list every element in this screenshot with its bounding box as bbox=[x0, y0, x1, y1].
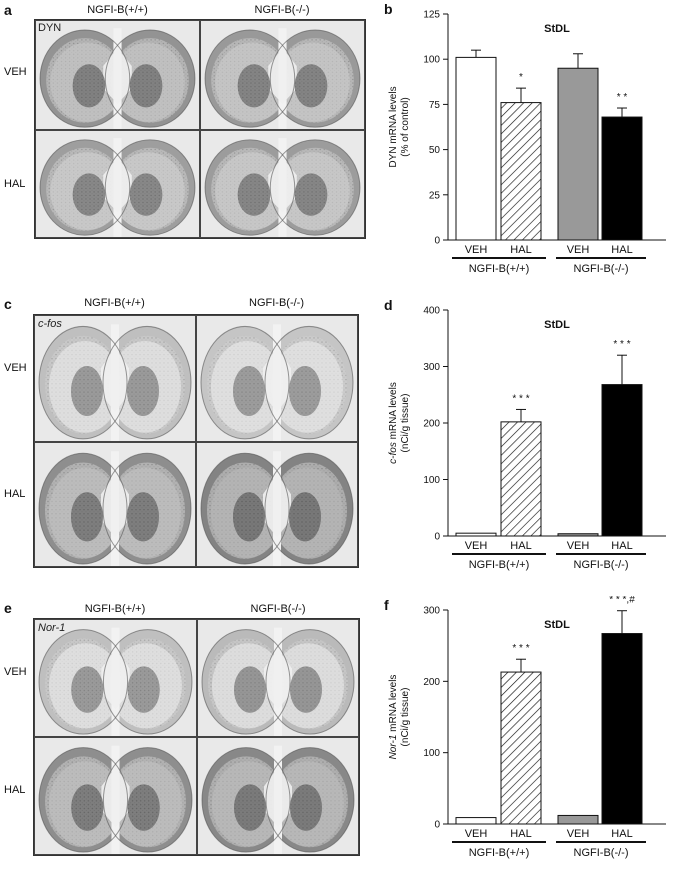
brain-section-image bbox=[34, 442, 196, 567]
y-tick-label: 300 bbox=[423, 606, 440, 617]
group-label: NGFI-B(-/-) bbox=[574, 847, 629, 859]
x-category-label: VEH bbox=[465, 828, 488, 840]
bar-chart-nor1: f StDL 0 100 200 300 Nor-1 mRNA levels (nCi/g t… bbox=[384, 596, 666, 859]
row-label-veh: VEH bbox=[4, 66, 27, 78]
x-category-label: HAL bbox=[611, 540, 632, 552]
row-label-hal: HAL bbox=[4, 488, 26, 500]
brain-section-image bbox=[196, 315, 358, 442]
col-header-knockout: NGFI-B(-/-) bbox=[249, 297, 304, 309]
row-label-veh: VEH bbox=[4, 362, 27, 374]
y-tick-label: 300 bbox=[423, 362, 440, 373]
bar bbox=[500, 421, 542, 537]
panel-label-e: e bbox=[4, 600, 12, 616]
significance-marker: * * * bbox=[512, 643, 529, 654]
y-axis-label: (nCi/g tissue) bbox=[400, 394, 411, 453]
x-category-label: HAL bbox=[611, 244, 632, 256]
bar-chart-cfos: d StDL 0 100 200 300 400 c-fos mRNA levels (nCi/… bbox=[384, 297, 666, 571]
panel-label-b: b bbox=[384, 1, 393, 17]
bar bbox=[455, 56, 497, 241]
x-category-label: VEH bbox=[567, 244, 590, 256]
x-category-label: VEH bbox=[567, 828, 590, 840]
brain-section-image bbox=[35, 130, 200, 238]
bar bbox=[455, 817, 497, 825]
brain-section-image bbox=[34, 737, 197, 855]
chart-title: StDL bbox=[544, 23, 570, 35]
brain-section-image bbox=[35, 20, 200, 130]
x-category-label: VEH bbox=[465, 540, 488, 552]
brain-section-grid-c bbox=[33, 314, 359, 568]
col-header-wildtype: NGFI-B(+/+) bbox=[84, 603, 146, 615]
panel-label-c: c bbox=[4, 296, 12, 312]
panel-label-d: d bbox=[384, 297, 393, 313]
panel-label-f: f bbox=[384, 597, 389, 613]
y-axis-label: c-fos mRNA levels bbox=[388, 382, 399, 464]
bar bbox=[557, 67, 599, 241]
group-label: NGFI-B(-/-) bbox=[574, 559, 629, 571]
y-tick-label: 50 bbox=[429, 145, 441, 156]
y-tick-label: 75 bbox=[429, 100, 441, 111]
bar bbox=[601, 633, 643, 825]
brain-section-image bbox=[200, 130, 365, 238]
y-tick-label: 0 bbox=[434, 236, 440, 247]
chart-title: StDL bbox=[544, 319, 570, 331]
brain-section-image bbox=[34, 315, 196, 442]
y-axis-label: DYN mRNA levels bbox=[388, 86, 399, 167]
y-tick-label: 200 bbox=[423, 419, 440, 430]
significance-marker: * bbox=[519, 72, 523, 83]
x-category-label: HAL bbox=[510, 540, 531, 552]
col-header-wildtype: NGFI-B(+/+) bbox=[87, 4, 148, 16]
significance-marker: * * bbox=[617, 92, 628, 103]
significance-marker: * * * bbox=[512, 393, 529, 404]
x-category-label: HAL bbox=[611, 828, 632, 840]
col-header-wildtype: NGFI-B(+/+) bbox=[84, 297, 145, 309]
y-tick-label: 0 bbox=[434, 820, 440, 831]
brain-section-image bbox=[197, 737, 359, 855]
col-header-knockout: NGFI-B(-/-) bbox=[250, 603, 306, 615]
x-category-label: VEH bbox=[465, 244, 488, 256]
row-label-hal: HAL bbox=[4, 178, 26, 190]
significance-marker: * * *,# bbox=[609, 596, 635, 606]
group-label: NGFI-B(-/-) bbox=[574, 263, 629, 275]
bar bbox=[601, 116, 643, 241]
row-label-hal: HAL bbox=[4, 784, 26, 796]
brain-section-image bbox=[196, 442, 358, 567]
marker-label-cfos: c-fos bbox=[38, 318, 62, 330]
y-axis-label: (% of control) bbox=[400, 97, 411, 156]
group-label: NGFI-B(+/+) bbox=[469, 847, 530, 859]
significance-marker: * * * bbox=[613, 339, 630, 350]
row-label-veh: VEH bbox=[4, 666, 27, 678]
marker-label-dyn: DYN bbox=[38, 22, 62, 34]
y-tick-label: 100 bbox=[423, 55, 440, 66]
y-tick-label: 0 bbox=[434, 532, 440, 543]
bar bbox=[500, 102, 542, 241]
y-tick-label: 400 bbox=[423, 306, 440, 317]
marker-label-nor1: Nor-1 bbox=[38, 622, 66, 634]
x-category-label: HAL bbox=[510, 828, 531, 840]
chart-title: StDL bbox=[544, 619, 570, 631]
bar bbox=[601, 384, 643, 537]
y-axis-label: Nor-1 mRNA levels bbox=[388, 675, 399, 760]
y-tick-label: 200 bbox=[423, 677, 440, 688]
brain-section-image bbox=[200, 20, 365, 130]
group-label: NGFI-B(+/+) bbox=[469, 559, 530, 571]
group-label: NGFI-B(+/+) bbox=[469, 263, 530, 275]
brain-section-image bbox=[197, 619, 359, 737]
panel-label-a: a bbox=[4, 2, 12, 18]
brain-section-grid-a bbox=[34, 19, 366, 239]
y-tick-label: 25 bbox=[429, 190, 441, 201]
y-tick-label: 100 bbox=[423, 475, 440, 486]
brain-section-image bbox=[34, 619, 197, 737]
bar bbox=[500, 671, 542, 825]
y-tick-label: 100 bbox=[423, 748, 440, 759]
x-category-label: HAL bbox=[510, 244, 531, 256]
x-category-label: VEH bbox=[567, 540, 590, 552]
bar-chart-dyn: b StDL 0 25 50 75 100 125 DYN mRNA levels (% of c… bbox=[384, 1, 666, 275]
y-axis-label: (nCi/g tissue) bbox=[400, 688, 411, 747]
y-tick-label: 125 bbox=[423, 10, 440, 21]
col-header-knockout: NGFI-B(-/-) bbox=[254, 4, 310, 16]
bar bbox=[557, 814, 599, 825]
brain-section-grid-e bbox=[33, 618, 360, 856]
